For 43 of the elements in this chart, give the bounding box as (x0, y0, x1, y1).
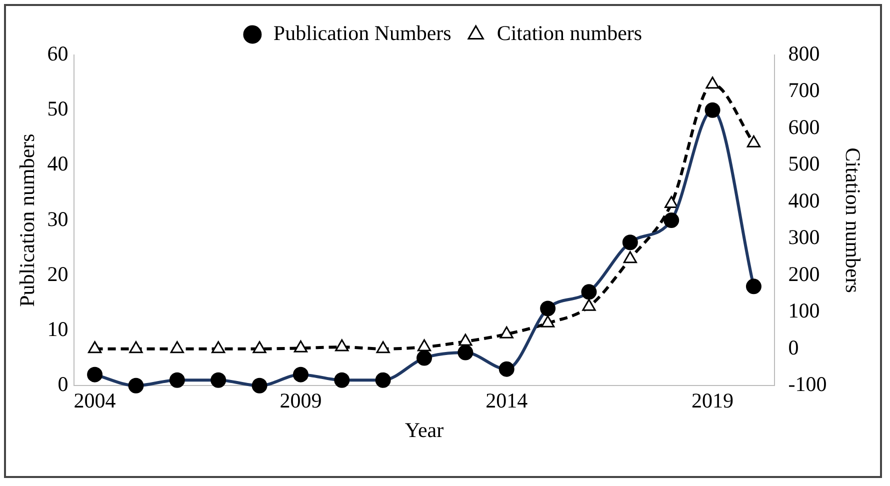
point (623, 251, 637, 264)
point (252, 341, 266, 354)
y2-tick-label: 700 (788, 78, 820, 102)
y-tick-label: 10 (47, 317, 68, 342)
legend-label: Citation numbers (496, 21, 642, 46)
point (746, 135, 761, 148)
y-tick-label: 60 (47, 42, 68, 66)
point (170, 341, 184, 354)
point (212, 341, 226, 354)
y2-tick-label: 300 (788, 225, 820, 250)
x-tick-label: 2009 (280, 388, 322, 413)
point (706, 76, 720, 89)
y2-tick-label: 600 (788, 114, 820, 139)
point (500, 326, 514, 338)
y-axis-title: Publication numbers (15, 134, 40, 307)
y2-axis-title: Citation numbers (840, 148, 865, 293)
legend-label: Publication Numbers (273, 21, 452, 46)
point (376, 341, 390, 354)
y-tick-label: 40 (47, 152, 68, 176)
x-tick-label: 2004 (74, 388, 116, 413)
point (582, 298, 596, 311)
y2-tick-label: -100 (788, 372, 827, 396)
y-tick-label: 20 (47, 262, 68, 286)
y-tick-label: 30 (47, 206, 68, 231)
y-tick-label: 0 (58, 372, 68, 396)
y2-tick-label: 100 (788, 298, 820, 323)
y2-tick-label: 800 (788, 42, 820, 66)
point (294, 340, 308, 352)
y2-tick-label: 0 (788, 335, 799, 360)
point (458, 334, 472, 346)
y2-tick-label: 200 (788, 262, 820, 286)
point (664, 196, 678, 208)
y2-tick-label: 400 (788, 188, 820, 212)
x-tick-label: 2014 (486, 388, 528, 413)
y-tick-label: 50 (47, 96, 68, 121)
y2-tick-label: 500 (788, 152, 820, 176)
x-axis-title: Year (404, 418, 444, 442)
point (335, 339, 349, 352)
x-tick-label: 2019 (692, 388, 734, 413)
point (540, 315, 555, 328)
point (417, 339, 432, 352)
point (129, 341, 143, 354)
point (88, 341, 102, 354)
